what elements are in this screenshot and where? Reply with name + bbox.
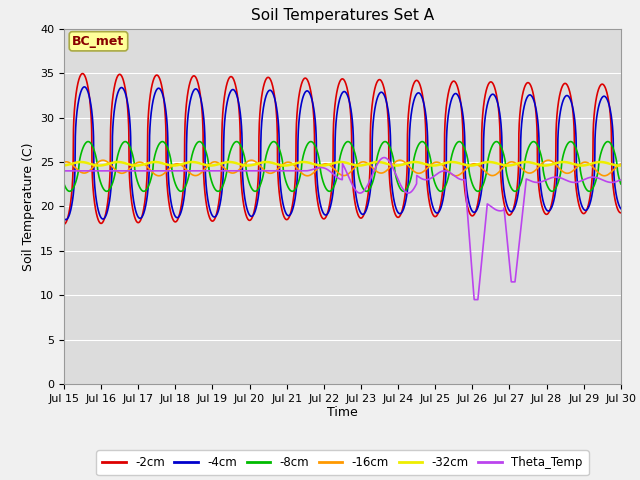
-16cm [124, 168, 131, 174]
-32cm [546, 162, 554, 168]
-4cm [606, 107, 614, 113]
-16cm [60, 159, 68, 165]
-32cm [77, 159, 84, 165]
-2cm [298, 80, 306, 86]
-2cm [79, 71, 86, 76]
Theta_Temp [606, 180, 614, 185]
-4cm [547, 207, 554, 213]
-8cm [60, 181, 68, 187]
-32cm [124, 161, 132, 167]
X-axis label: Time: Time [327, 407, 358, 420]
-8cm [546, 187, 554, 193]
-2cm [124, 106, 132, 111]
-4cm [124, 101, 132, 107]
Line: -16cm: -16cm [64, 160, 621, 176]
-32cm [60, 163, 68, 168]
-8cm [617, 181, 625, 187]
-8cm [274, 143, 282, 148]
-2cm [60, 221, 68, 227]
-32cm [606, 161, 614, 167]
-8cm [66, 189, 74, 194]
Theta_Temp [617, 177, 625, 183]
-2cm [617, 210, 625, 216]
-16cm [606, 170, 614, 176]
Text: BC_met: BC_met [72, 35, 125, 48]
Legend: -2cm, -4cm, -8cm, -16cm, -32cm, Theta_Temp: -2cm, -4cm, -8cm, -16cm, -32cm, Theta_Te… [96, 450, 589, 475]
Theta_Temp [157, 168, 164, 174]
-16cm [157, 173, 164, 179]
-32cm [157, 160, 164, 166]
Theta_Temp [298, 168, 305, 174]
-8cm [124, 140, 132, 146]
Line: -32cm: -32cm [64, 162, 621, 166]
-16cm [545, 157, 552, 163]
-16cm [274, 167, 282, 172]
Y-axis label: Soil Temperature (C): Soil Temperature (C) [22, 142, 35, 271]
-4cm [81, 84, 88, 90]
Theta_Temp [124, 168, 131, 174]
-16cm [617, 161, 625, 167]
Line: -8cm: -8cm [64, 142, 621, 192]
-16cm [298, 170, 305, 176]
-2cm [606, 109, 614, 115]
Theta_Temp [547, 175, 554, 181]
-4cm [617, 206, 625, 212]
-2cm [157, 79, 164, 85]
-4cm [60, 216, 68, 221]
Title: Soil Temperatures Set A: Soil Temperatures Set A [251, 9, 434, 24]
-4cm [274, 115, 282, 120]
-8cm [604, 139, 612, 144]
-2cm [546, 207, 554, 213]
-8cm [606, 140, 614, 146]
Theta_Temp [60, 168, 68, 174]
-32cm [615, 163, 623, 168]
Theta_Temp [470, 297, 478, 302]
-32cm [617, 163, 625, 168]
-2cm [274, 166, 282, 172]
-4cm [157, 87, 164, 93]
Line: -4cm: -4cm [64, 87, 621, 220]
Theta_Temp [380, 155, 388, 160]
Line: -2cm: -2cm [64, 73, 621, 224]
Line: Theta_Temp: Theta_Temp [64, 157, 621, 300]
-32cm [298, 159, 306, 165]
-4cm [62, 217, 70, 223]
-8cm [298, 160, 306, 166]
-4cm [298, 98, 306, 104]
Theta_Temp [274, 168, 282, 174]
-16cm [547, 157, 554, 163]
-32cm [274, 161, 282, 167]
-16cm [303, 173, 311, 179]
-8cm [157, 139, 164, 145]
